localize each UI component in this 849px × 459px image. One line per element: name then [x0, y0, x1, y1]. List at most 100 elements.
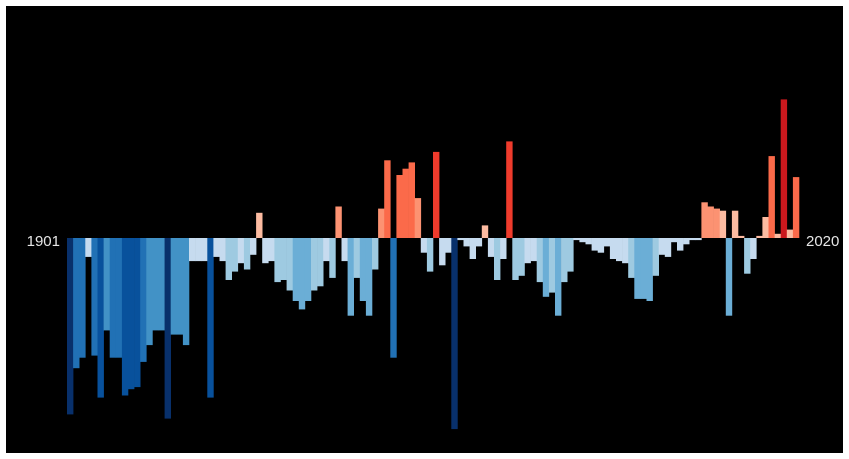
bar-1997 — [652, 238, 659, 276]
bar-1913 — [140, 238, 147, 362]
bar-1956 — [402, 168, 409, 238]
bar-1994 — [634, 238, 641, 299]
bar-1984 — [573, 238, 580, 241]
bar-1906 — [97, 238, 104, 398]
bar-2009 — [725, 238, 733, 316]
bar-1998 — [658, 238, 666, 255]
bar-1902 — [73, 238, 80, 369]
bar-1903 — [79, 238, 86, 358]
bar-1921 — [189, 238, 196, 262]
bar-1928 — [231, 238, 239, 272]
bar-1985 — [579, 238, 586, 243]
bar-1972 — [500, 238, 507, 259]
bar-2020 — [792, 177, 800, 238]
bar-2014 — [756, 235, 763, 238]
bar-1973 — [506, 141, 513, 238]
bar-1992 — [622, 238, 629, 264]
bar-1912 — [134, 238, 141, 388]
bar-2003 — [689, 238, 696, 241]
chart-frame: 1901 2020 — [6, 6, 843, 453]
bar-1926 — [219, 238, 226, 262]
bar-1982 — [561, 238, 568, 283]
bar-1947 — [347, 238, 354, 316]
bar-1939 — [298, 238, 306, 310]
bar-1977 — [530, 238, 537, 262]
bar-1930 — [243, 238, 251, 270]
bar-2010 — [731, 210, 739, 238]
bar-1918 — [170, 238, 178, 335]
warming-stripes-chart: 1901 2020 — [27, 99, 839, 430]
bar-1981 — [555, 238, 562, 316]
bar-1991 — [616, 238, 623, 262]
bar-1951 — [372, 238, 379, 270]
bar-1914 — [146, 238, 153, 346]
bar-1916 — [158, 238, 165, 331]
bar-1949 — [359, 238, 367, 301]
bar-2017 — [774, 233, 781, 238]
bar-1958 — [414, 198, 422, 238]
bar-1937 — [286, 238, 293, 291]
bar-1934 — [268, 238, 275, 262]
bar-1964 — [451, 238, 458, 430]
bar-1990 — [609, 238, 617, 259]
bar-1935 — [274, 238, 281, 283]
bar-1965 — [457, 238, 464, 241]
bar-1971 — [494, 238, 501, 280]
bar-1948 — [353, 238, 361, 278]
bar-1983 — [567, 238, 574, 272]
bar-2005 — [701, 202, 708, 238]
bar-1986 — [585, 238, 592, 245]
bar-1952 — [378, 208, 385, 238]
bar-1970 — [487, 238, 495, 257]
bar-1976 — [524, 238, 531, 264]
bar-1974 — [512, 238, 519, 280]
bar-2000 — [670, 238, 678, 243]
bar-1920 — [182, 238, 190, 346]
bar-2012 — [744, 238, 751, 274]
bar-1938 — [292, 238, 300, 301]
bar-1996 — [646, 238, 653, 301]
bar-1961 — [433, 151, 440, 238]
bar-1989 — [603, 238, 611, 247]
bar-1963 — [445, 238, 452, 253]
bar-1942 — [317, 238, 324, 287]
bar-1953 — [384, 160, 391, 238]
bar-1931 — [250, 238, 257, 255]
bar-1904 — [85, 238, 92, 257]
bar-2011 — [738, 235, 745, 238]
bar-1979 — [542, 238, 550, 297]
bar-1969 — [481, 225, 489, 238]
bar-2018 — [780, 99, 788, 239]
bar-1910 — [121, 238, 129, 396]
bar-1905 — [91, 238, 98, 356]
bar-1955 — [396, 175, 403, 238]
bar-1999 — [664, 238, 672, 257]
bar-2015 — [762, 217, 769, 238]
bar-1987 — [591, 238, 598, 251]
start-year-label: 1901 — [27, 233, 60, 250]
bar-1901 — [67, 238, 74, 415]
bar-1975 — [518, 238, 525, 276]
bar-1944 — [329, 238, 336, 278]
bar-1933 — [262, 238, 269, 264]
bar-2019 — [786, 229, 794, 238]
end-year-label: 2020 — [806, 233, 839, 250]
bar-1922 — [195, 238, 202, 262]
bar-1946 — [341, 238, 348, 262]
bar-1932 — [256, 212, 263, 238]
bar-1966 — [463, 238, 470, 247]
bar-1940 — [304, 238, 312, 301]
bar-1908 — [109, 238, 117, 358]
bar-1993 — [628, 238, 635, 278]
bar-1978 — [536, 238, 544, 283]
bar-2002 — [683, 238, 690, 245]
bar-1911 — [128, 238, 135, 390]
bar-group — [67, 99, 800, 430]
bar-1945 — [335, 206, 342, 238]
bar-1907 — [103, 238, 110, 331]
bar-2001 — [677, 238, 684, 251]
bar-1943 — [323, 238, 330, 262]
bar-1959 — [420, 238, 428, 253]
bar-1960 — [426, 238, 434, 272]
bar-1950 — [365, 238, 373, 316]
